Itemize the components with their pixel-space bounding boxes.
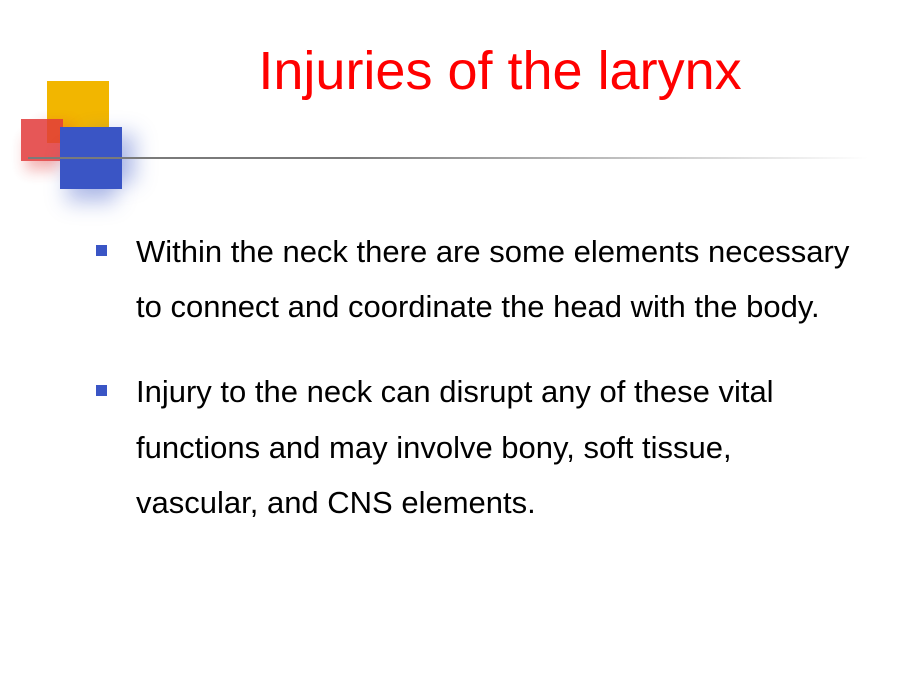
list-item: Within the neck there are some elements … — [96, 224, 856, 334]
decor-square-red — [21, 119, 63, 161]
slide-body: Within the neck there are some elements … — [96, 224, 856, 560]
bullet-text: Injury to the neck can disrupt any of th… — [136, 374, 774, 519]
separator-line — [28, 157, 868, 159]
bullet-list: Within the neck there are some elements … — [96, 224, 856, 530]
slide: Injuries of the larynx Within the neck t… — [0, 0, 920, 690]
slide-title: Injuries of the larynx — [120, 40, 880, 102]
bullet-text: Within the neck there are some elements … — [136, 234, 849, 324]
list-item: Injury to the neck can disrupt any of th… — [96, 364, 856, 530]
